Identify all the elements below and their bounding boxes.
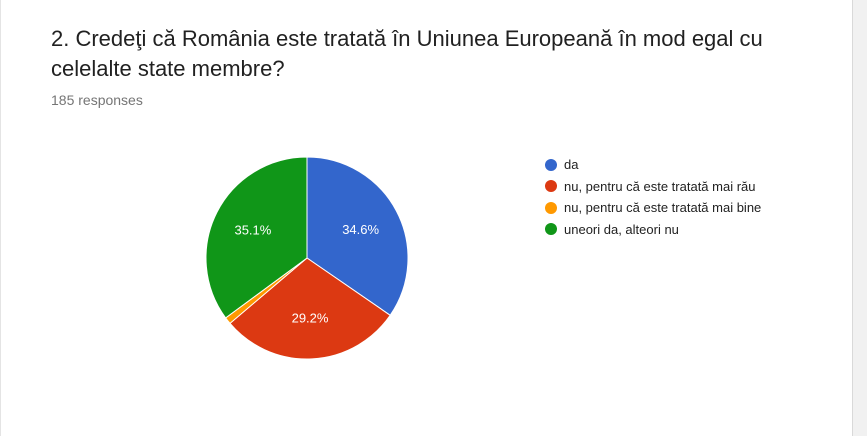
legend-swatch-icon (545, 180, 557, 193)
legend-label: nu, pentru că este tratată mai bine (564, 200, 762, 216)
pie-slice[interactable] (205, 156, 308, 319)
card-right-border (852, 0, 853, 436)
legend-swatch-icon (545, 158, 557, 171)
page-gutter (853, 0, 867, 436)
response-count: 185 responses (51, 92, 143, 108)
legend-item[interactable]: nu, pentru că este tratată mai rău (545, 176, 761, 198)
legend-label: uneori da, alteori nu (564, 221, 679, 237)
slice-label: 29.2% (292, 311, 329, 326)
card-left-border (0, 0, 1, 436)
legend-swatch-icon (545, 201, 557, 214)
pie-slice[interactable] (306, 156, 409, 316)
legend-swatch-icon (545, 223, 557, 236)
legend-label: da (564, 157, 579, 173)
legend-item[interactable]: da (545, 154, 761, 176)
legend-label: nu, pentru că este tratată mai rău (564, 178, 756, 194)
slice-label: 34.6% (342, 222, 379, 237)
question-title: 2. Credeţi că România este tratată în Un… (51, 26, 763, 81)
legend-item[interactable]: nu, pentru că este tratată mai bine (545, 197, 761, 219)
legend-item[interactable]: uneori da, alteori nu (545, 219, 761, 241)
slice-label: 35.1% (234, 223, 271, 238)
chart-legend: da nu, pentru că este tratată mai rău nu, … (545, 154, 761, 240)
pie-slice[interactable] (229, 257, 391, 360)
